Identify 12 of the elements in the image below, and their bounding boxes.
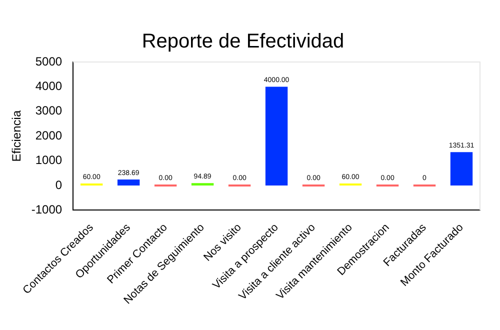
- y-tick-label: 4000: [35, 79, 62, 93]
- y-tick-label: 5000: [35, 54, 62, 68]
- y-tick-label: -1000: [31, 202, 62, 216]
- chart-title: Reporte de Efectividad: [142, 30, 344, 53]
- bar: [450, 152, 473, 186]
- y-tick-label: 2000: [35, 128, 62, 142]
- y-tick-label: 1000: [35, 153, 62, 168]
- bar: [117, 180, 140, 186]
- y-tick-label: 3000: [35, 104, 62, 118]
- y-tick-label: 0: [55, 178, 62, 192]
- y-axis-title: Eficiencia: [10, 110, 24, 162]
- bar: [265, 86, 288, 186]
